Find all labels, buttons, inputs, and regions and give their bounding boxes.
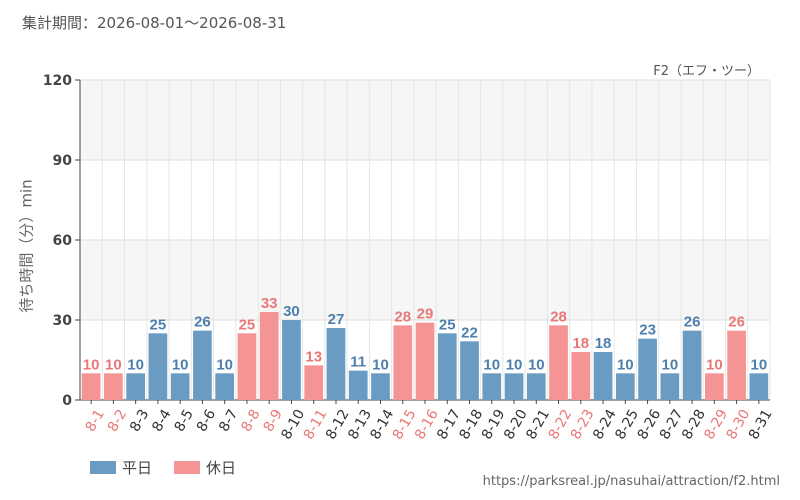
y-tick-label: 90	[53, 153, 73, 169]
data-label-8-20: 10	[506, 356, 523, 373]
bar-8-31	[749, 373, 769, 400]
x-tick-label-8-5: 8-5	[172, 407, 197, 435]
bar-8-29	[705, 373, 724, 400]
source-url: https://parksreal.jp/nasuhai/attraction/…	[482, 474, 780, 489]
bar-8-14	[371, 373, 390, 400]
data-label-8-4: 25	[150, 316, 167, 333]
bar-8-3	[126, 373, 145, 400]
bar-8-8	[237, 333, 257, 400]
x-tick-label-8-6: 8-6	[194, 407, 219, 435]
x-tick-label-8-7: 8-7	[216, 407, 241, 435]
bar-8-30	[727, 330, 746, 400]
data-label-8-10: 30	[283, 303, 300, 320]
bar-8-21	[526, 373, 546, 400]
data-label-8-16: 29	[417, 306, 434, 323]
data-label-8-6: 26	[194, 314, 211, 331]
x-tick-label-8-8: 8-8	[238, 407, 263, 435]
bar-8-22	[549, 325, 568, 400]
bar-8-20	[504, 373, 524, 400]
data-label-8-11: 13	[305, 348, 322, 365]
bar-8-25	[615, 373, 635, 400]
legend-weekday-label: 平日	[122, 459, 153, 477]
bar-8-2	[104, 373, 123, 400]
weekday-swatch	[90, 461, 116, 474]
plot-band	[80, 160, 770, 240]
data-label-8-5: 10	[172, 356, 189, 373]
y-tick-label: 120	[43, 73, 72, 89]
x-tick-label-8-31: 8-31	[746, 407, 776, 443]
holiday-swatch	[174, 461, 201, 474]
data-label-8-28: 26	[684, 314, 701, 331]
legend-holiday-label: 休日	[206, 459, 237, 477]
bar-8-13	[348, 370, 368, 400]
data-label-8-24: 18	[595, 335, 612, 352]
legend: 平日 休日	[90, 457, 258, 478]
bar-8-15	[393, 325, 413, 400]
y-tick-label: 0	[62, 393, 72, 409]
data-label-8-26: 23	[639, 322, 656, 339]
bar-8-4	[148, 333, 168, 400]
data-label-8-7: 10	[216, 356, 233, 373]
x-tick-label-8-2: 8-2	[105, 407, 130, 435]
data-label-8-19: 10	[483, 356, 500, 373]
data-label-8-13: 11	[350, 354, 366, 371]
bar-8-24	[593, 352, 613, 400]
data-label-8-27: 10	[661, 356, 678, 373]
data-label-8-15: 28	[394, 308, 411, 325]
plot-band	[80, 80, 770, 160]
data-label-8-21: 10	[528, 356, 545, 373]
bar-8-12	[326, 328, 346, 400]
bar-8-27	[660, 373, 680, 400]
data-label-8-31: 10	[751, 356, 768, 373]
data-label-8-30: 26	[728, 314, 745, 331]
bar-8-23	[571, 352, 591, 400]
data-label-8-1: 10	[83, 356, 100, 373]
x-tick-label-8-3: 8-3	[127, 407, 152, 435]
legend-item-weekday: 平日	[90, 457, 152, 478]
data-label-8-25: 10	[617, 356, 634, 373]
bar-8-18	[460, 341, 479, 400]
collection-period: 集計期間：2026-08-01～2026-08-31	[22, 14, 287, 32]
bar-8-9	[259, 312, 279, 400]
data-label-8-3: 10	[127, 356, 144, 373]
x-tick-label-8-1: 8-1	[83, 407, 108, 435]
data-label-8-12: 27	[328, 311, 345, 328]
x-tick-label-8-4: 8-4	[149, 407, 174, 435]
bar-8-6	[193, 330, 212, 400]
y-tick-label: 60	[53, 233, 73, 249]
data-label-8-14: 10	[372, 356, 389, 373]
data-label-8-17: 25	[439, 316, 456, 333]
bar-8-17	[437, 333, 457, 400]
attraction-name: F2（エフ・ツー）	[653, 64, 760, 79]
bar-8-19	[482, 373, 502, 400]
data-label-8-2: 10	[105, 356, 122, 373]
bar-8-7	[215, 373, 235, 400]
legend-item-holiday: 休日	[174, 457, 236, 478]
data-label-8-18: 22	[461, 324, 478, 341]
bar-8-28	[682, 330, 702, 400]
data-label-8-8: 25	[239, 316, 256, 333]
data-label-8-9: 33	[261, 295, 278, 312]
bar-8-16	[415, 322, 435, 400]
bar-8-5	[170, 373, 190, 400]
bar-8-26	[638, 338, 657, 400]
data-label-8-23: 18	[572, 335, 589, 352]
bar-8-11	[304, 365, 324, 400]
y-tick-label: 30	[53, 313, 73, 329]
plot-band	[80, 240, 770, 320]
bar-8-1	[81, 373, 101, 400]
data-label-8-29: 10	[706, 356, 723, 373]
bar-8-10	[282, 320, 301, 400]
data-label-8-22: 28	[550, 308, 567, 325]
